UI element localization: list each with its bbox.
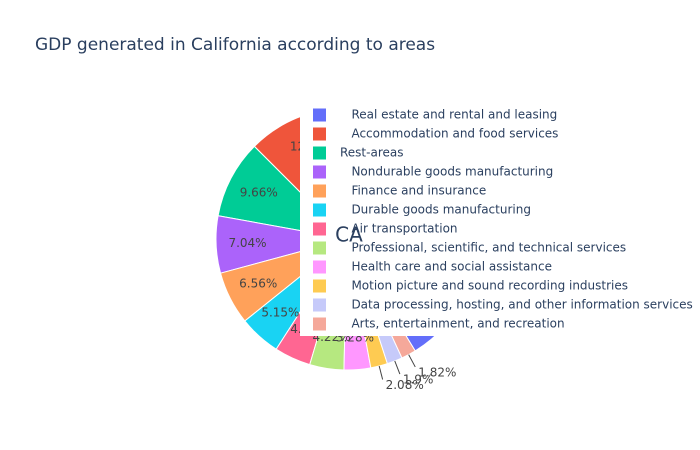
legend-swatch[interactable] xyxy=(313,260,326,274)
legend-label[interactable]: Air transportation xyxy=(340,222,458,236)
legend-swatch[interactable] xyxy=(313,127,326,141)
legend-swatch[interactable] xyxy=(313,184,326,198)
legend-label[interactable]: Rest-areas xyxy=(340,146,403,160)
legend-swatch[interactable] xyxy=(313,317,326,331)
legend-swatch[interactable] xyxy=(313,165,326,179)
legend-swatch[interactable] xyxy=(313,146,326,160)
data-label: 6.56% xyxy=(239,277,277,291)
legend-label[interactable]: Data processing, hosting, and other info… xyxy=(340,298,693,312)
legend-label[interactable]: Nondurable goods manufacturing xyxy=(340,165,553,179)
leader-line xyxy=(408,354,416,368)
legend-swatch[interactable] xyxy=(313,222,326,236)
legend-swatch[interactable] xyxy=(313,279,326,293)
legend-label[interactable]: Real estate and rental and leasing xyxy=(340,108,557,122)
legend-background xyxy=(300,104,700,336)
legend-label[interactable]: Professional, scientific, and technical … xyxy=(340,241,626,255)
pie-title: CA xyxy=(335,223,363,247)
chart-title: GDP generated in California according to… xyxy=(35,35,435,55)
legend-label[interactable]: Finance and insurance xyxy=(340,184,486,198)
legend-label[interactable]: Motion picture and sound recording indus… xyxy=(340,279,628,293)
leader-line xyxy=(394,360,401,375)
legend-swatch[interactable] xyxy=(313,108,326,122)
data-label: 9.66% xyxy=(240,185,278,199)
legend-label[interactable]: Arts, entertainment, and recreation xyxy=(340,317,565,331)
data-label: 2.08% xyxy=(386,378,424,392)
data-label: 7.04% xyxy=(228,236,266,250)
legend-swatch[interactable] xyxy=(313,241,326,255)
legend-label[interactable]: Durable goods manufacturing xyxy=(340,203,531,217)
data-label: 1.9% xyxy=(403,373,434,387)
leader-line xyxy=(378,365,384,380)
legend-label[interactable]: Health care and social assistance xyxy=(340,260,552,274)
data-label: 5.15% xyxy=(261,305,299,319)
legend-swatch[interactable] xyxy=(313,203,326,217)
legend-swatch[interactable] xyxy=(313,298,326,312)
data-label: 1.82% xyxy=(418,365,456,379)
legend-label[interactable]: Accommodation and food services xyxy=(340,127,558,141)
